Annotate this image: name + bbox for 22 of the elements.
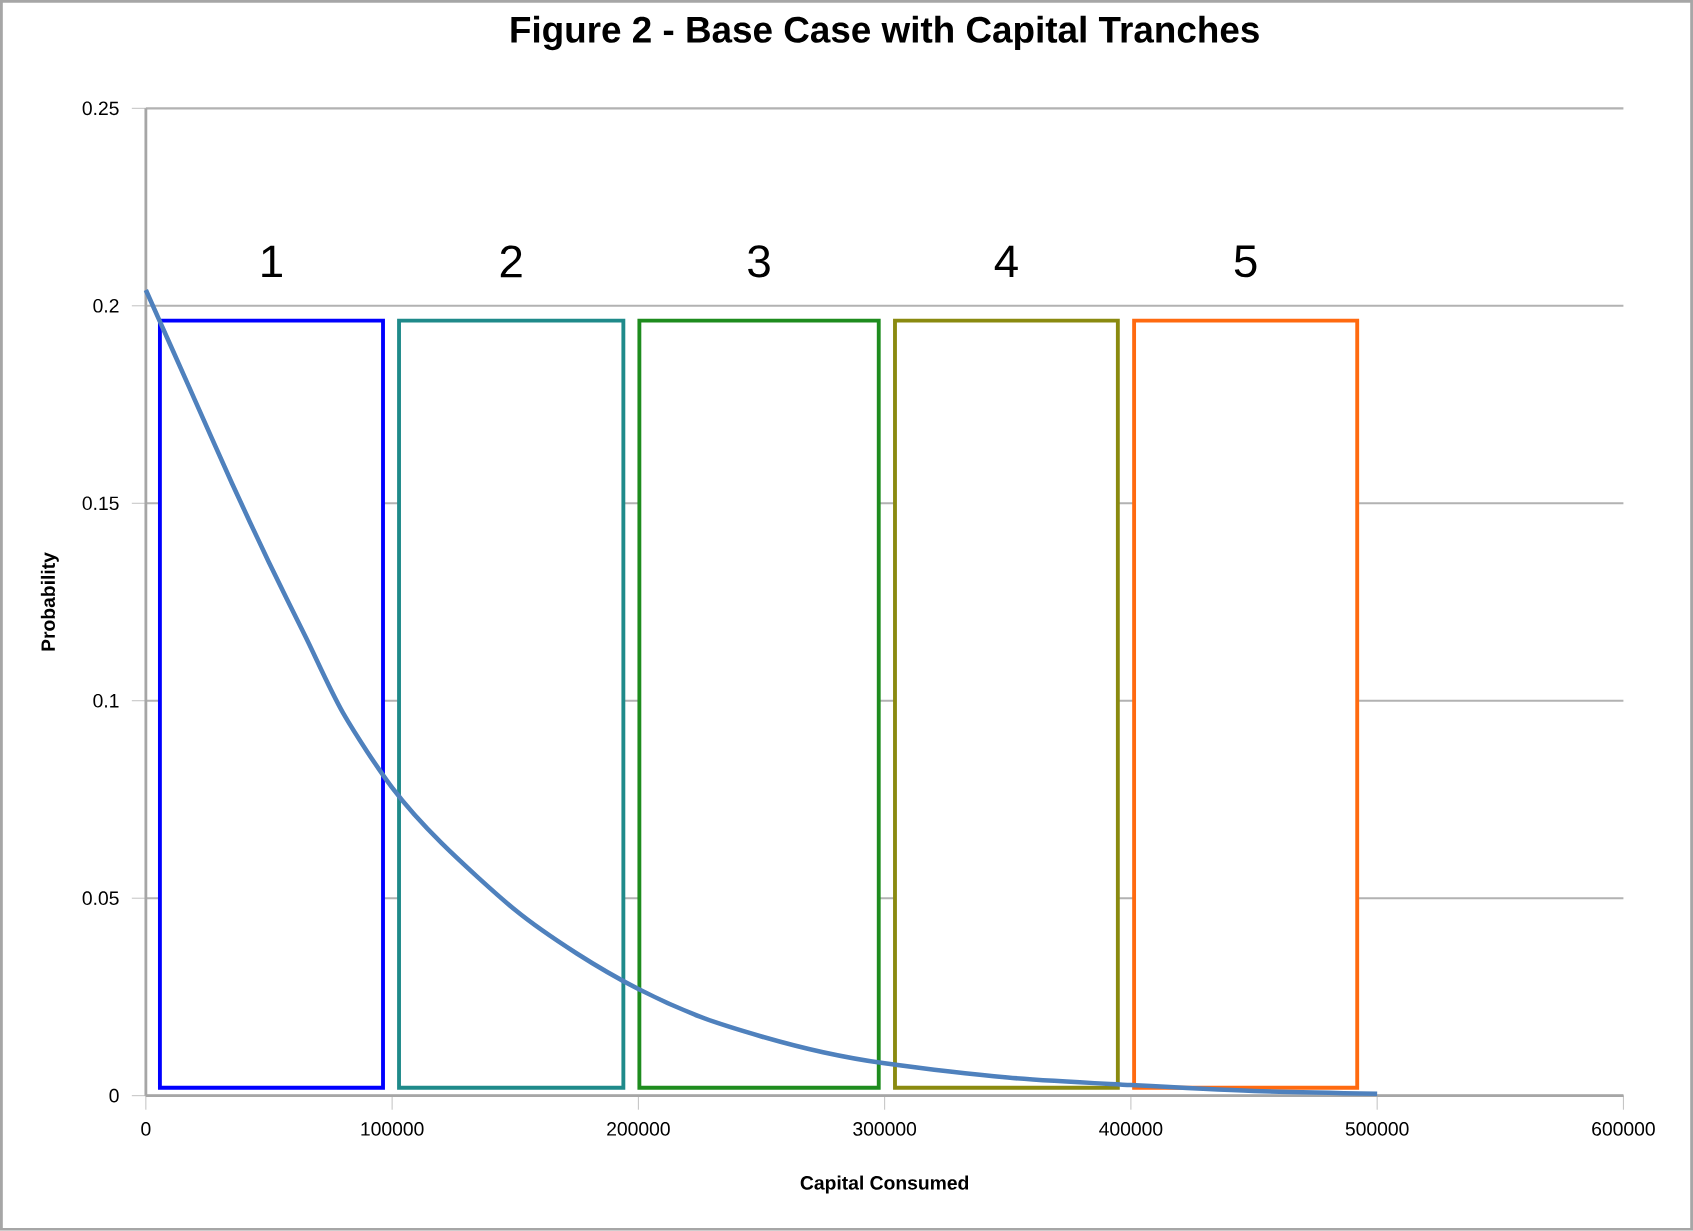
band-label: 2 [500, 245, 522, 278]
band-label: 3 [748, 245, 770, 278]
line-series [143, 287, 1380, 1097]
x-tick-label: 200000 [607, 1122, 670, 1136]
band-label: 5 [1234, 245, 1257, 278]
y-tick-label: 0.05 [82, 891, 119, 906]
x-tick-label: 600000 [1592, 1122, 1655, 1136]
y-tick-label: 0.25 [82, 101, 119, 116]
band-label: 4 [994, 245, 1018, 278]
x-tick-label: 300000 [853, 1122, 917, 1136]
y-tick-label: 0 [109, 1088, 119, 1103]
x-tick-label: 400000 [1099, 1122, 1163, 1136]
x-axis-title: Capital Consumed [800, 1175, 969, 1194]
x-tick-label: 100000 [361, 1122, 424, 1136]
y-axis-title: Probability [40, 552, 59, 651]
y-tick-label: 0.2 [93, 299, 119, 313]
x-tick-label: 0 [141, 1122, 151, 1136]
chart-title: Figure 2 - Base Case with Capital Tranches [511, 15, 1259, 51]
band-label: 1 [262, 245, 282, 278]
y-tick-label: 0.1 [93, 694, 119, 708]
y-tick-label: 0.15 [82, 496, 119, 511]
x-tick-label: 500000 [1345, 1122, 1409, 1136]
